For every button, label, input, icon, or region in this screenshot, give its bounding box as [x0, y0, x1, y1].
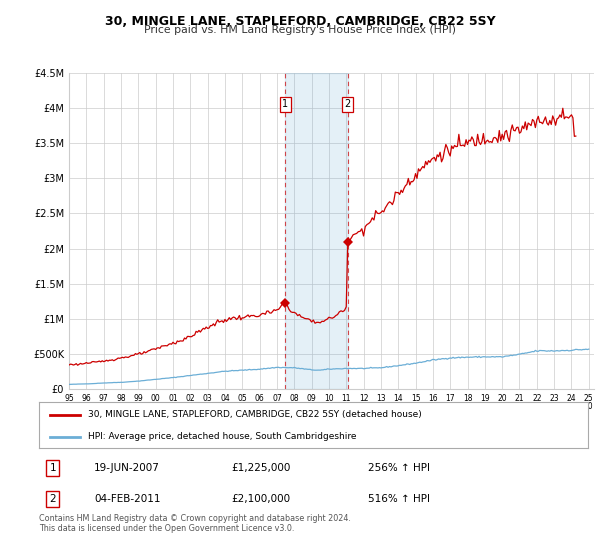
Text: 19-JUN-2007: 19-JUN-2007	[94, 463, 160, 473]
Text: 04-FEB-2011: 04-FEB-2011	[94, 494, 160, 504]
Text: 1: 1	[282, 100, 288, 109]
Text: 2: 2	[344, 100, 351, 109]
Bar	[285, 73, 348, 389]
Text: 30, MINGLE LANE, STAPLEFORD, CAMBRIDGE, CB22 5SY (detached house): 30, MINGLE LANE, STAPLEFORD, CAMBRIDGE, …	[88, 410, 422, 419]
Text: HPI: Average price, detached house, South Cambridgeshire: HPI: Average price, detached house, Sout…	[88, 432, 357, 441]
Text: £2,100,000: £2,100,000	[231, 494, 290, 504]
Text: 1: 1	[49, 463, 56, 473]
Text: 30, MINGLE LANE, STAPLEFORD, CAMBRIDGE, CB22 5SY: 30, MINGLE LANE, STAPLEFORD, CAMBRIDGE, …	[104, 15, 496, 27]
Text: Price paid vs. HM Land Registry's House Price Index (HPI): Price paid vs. HM Land Registry's House …	[144, 25, 456, 35]
Text: 2: 2	[49, 494, 56, 504]
Text: 256% ↑ HPI: 256% ↑ HPI	[368, 463, 430, 473]
Text: £1,225,000: £1,225,000	[231, 463, 290, 473]
Text: 516% ↑ HPI: 516% ↑ HPI	[368, 494, 430, 504]
Text: Contains HM Land Registry data © Crown copyright and database right 2024.
This d: Contains HM Land Registry data © Crown c…	[39, 514, 351, 534]
